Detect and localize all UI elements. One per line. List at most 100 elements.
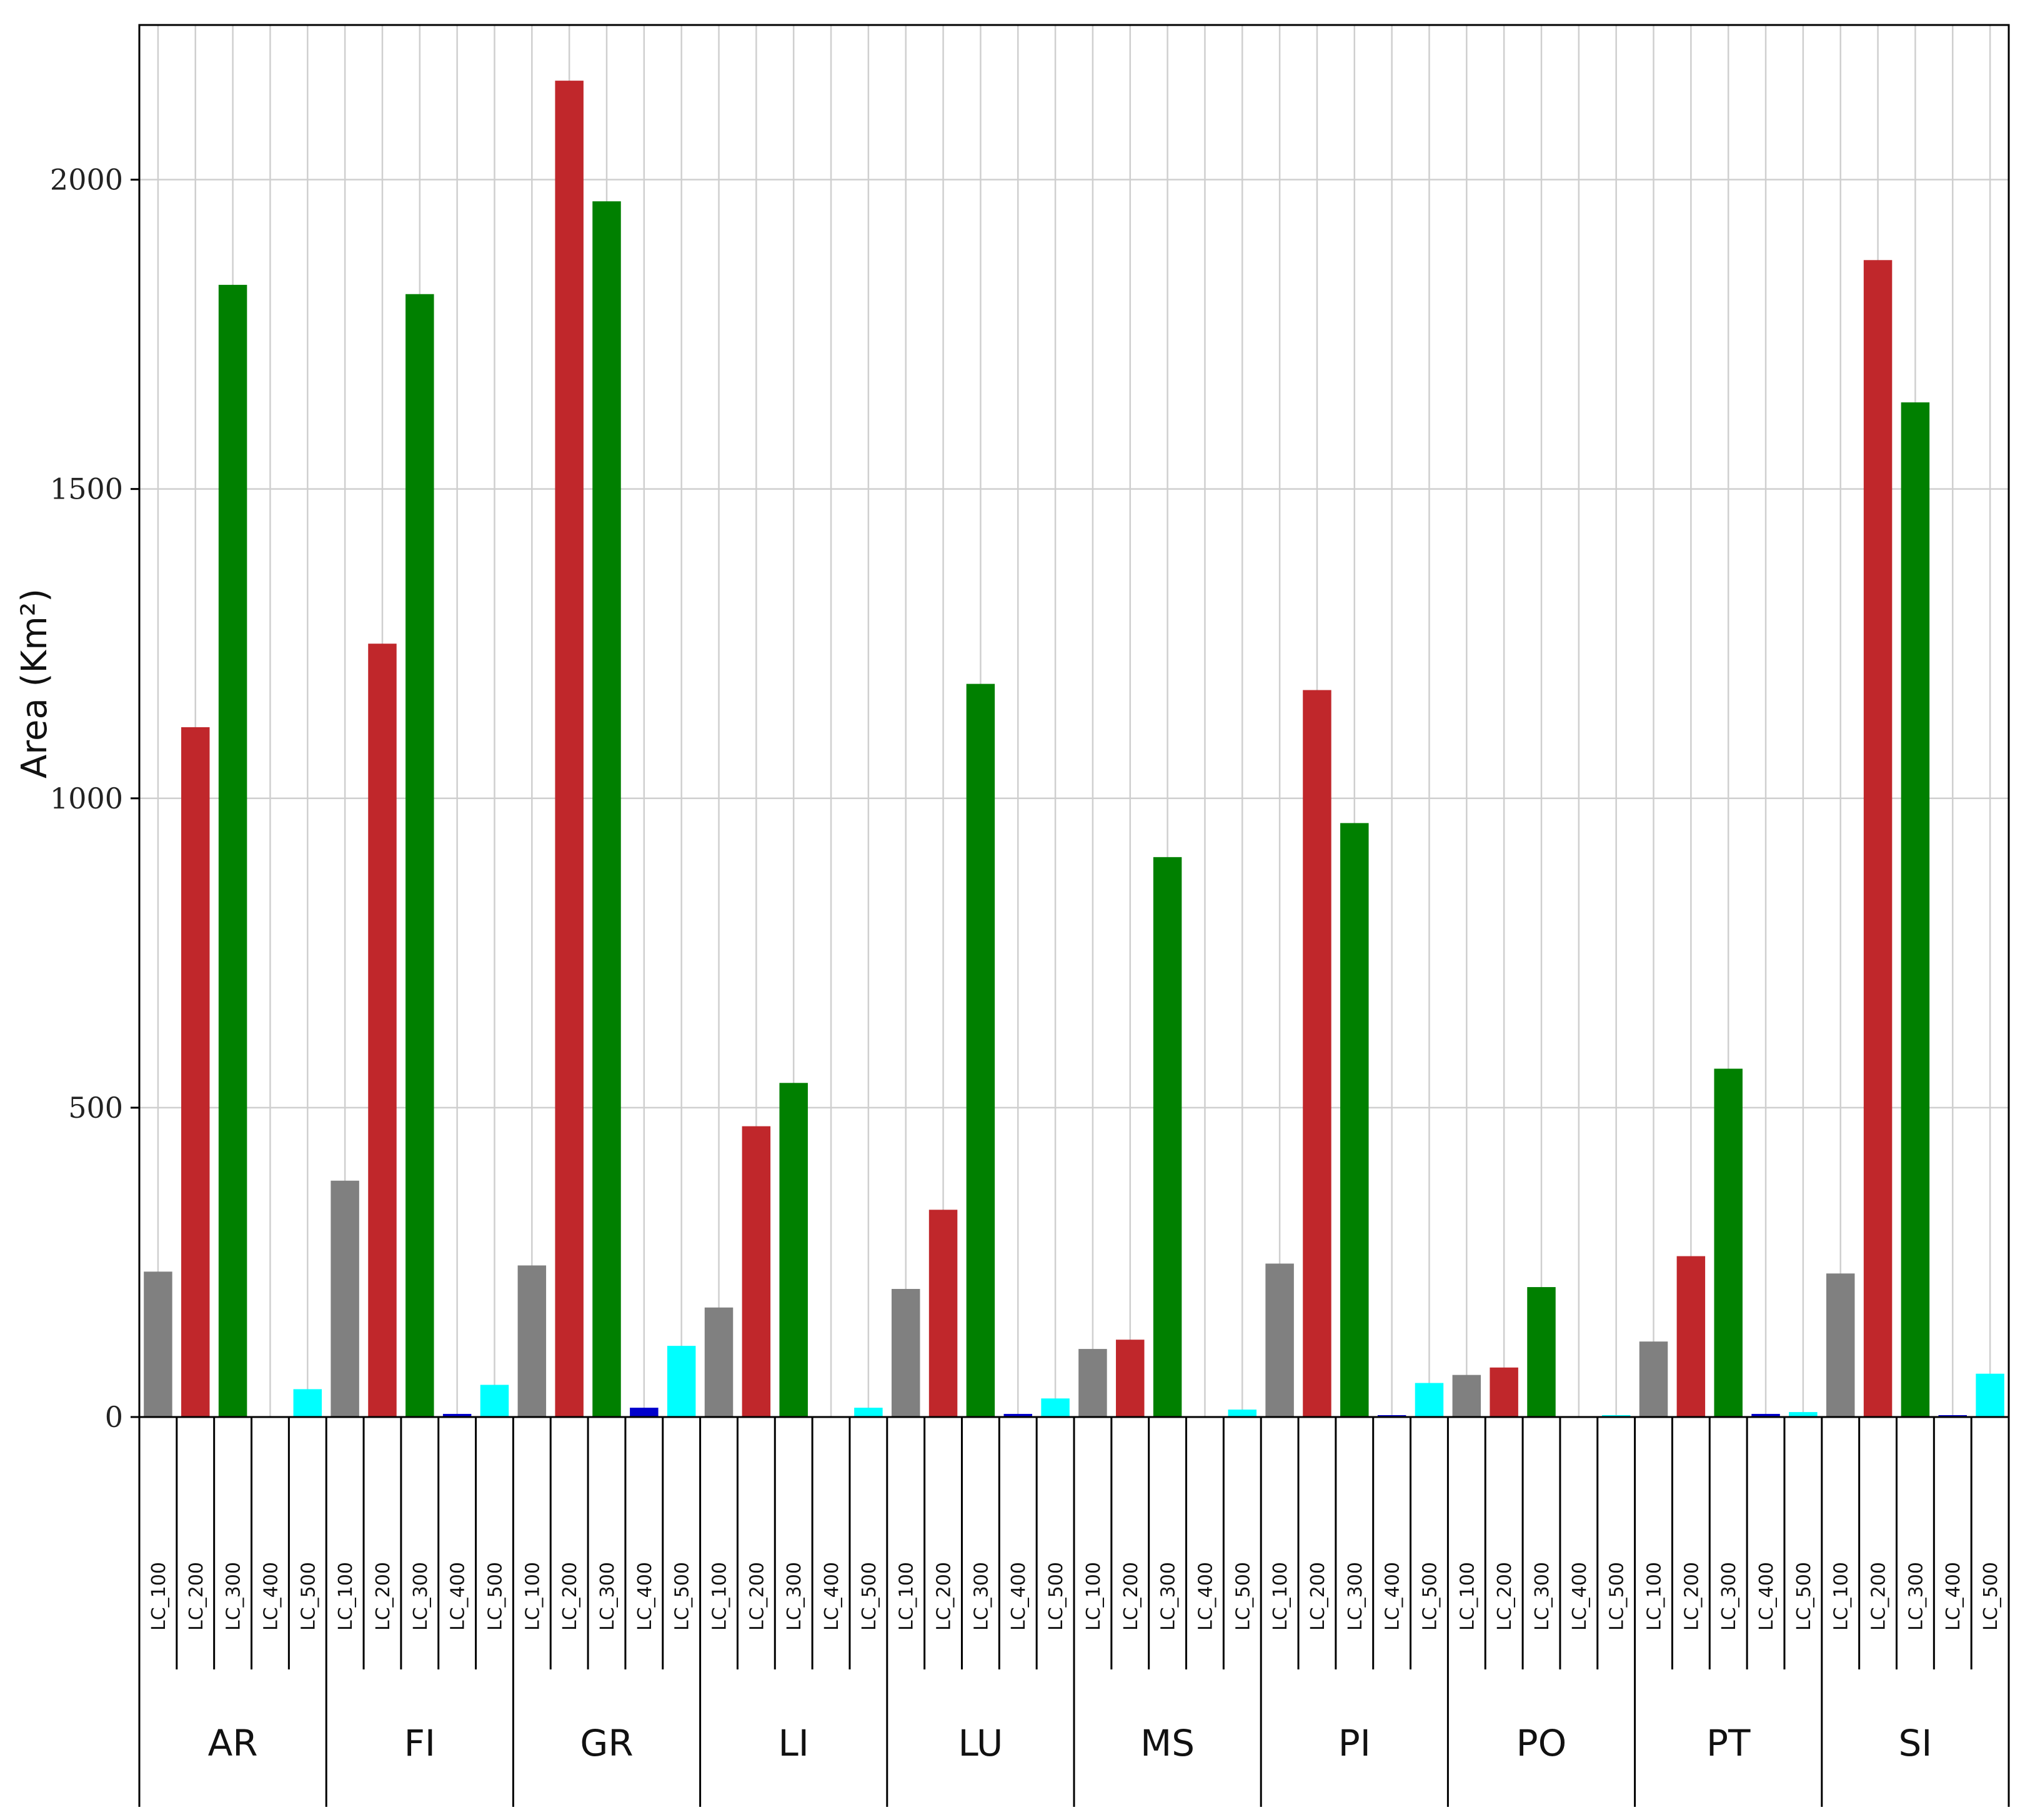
class-tick-label: LC_300 <box>1345 1562 1366 1631</box>
bar-lu-lc-300 <box>966 684 995 1417</box>
bar-po-lc-200 <box>1490 1367 1518 1417</box>
class-tick-label: LC_200 <box>1307 1562 1329 1631</box>
class-tick-label: LC_100 <box>335 1562 357 1631</box>
bar-ms-lc-100 <box>1078 1349 1107 1417</box>
group-label-li: LI <box>778 1722 808 1764</box>
bars <box>144 81 2004 1418</box>
group-label-lu: LU <box>958 1722 1003 1764</box>
class-tick-label: LC_200 <box>1681 1562 1703 1631</box>
class-tick-label: LC_500 <box>484 1562 506 1631</box>
bar-gr-lc-100 <box>517 1265 547 1417</box>
bar-li-lc-300 <box>779 1083 808 1417</box>
class-tick-label: LC_400 <box>1195 1562 1216 1631</box>
class-tick-label: LC_200 <box>559 1562 581 1631</box>
class-tick-label: LC_400 <box>1008 1562 1030 1631</box>
class-tick-label: LC_400 <box>260 1562 282 1631</box>
bar-lu-lc-400 <box>1003 1414 1032 1417</box>
class-tick-label: LC_500 <box>1232 1562 1254 1631</box>
class-tick-label: LC_400 <box>1756 1562 1778 1631</box>
bar-ms-lc-300 <box>1153 857 1182 1417</box>
bar-ar-lc-200 <box>181 727 210 1417</box>
bar-pi-lc-300 <box>1340 823 1369 1417</box>
class-tick-label: LC_100 <box>1083 1562 1105 1631</box>
class-tick-label: LC_100 <box>1644 1562 1666 1631</box>
class-tick-label: LC_200 <box>372 1562 394 1631</box>
class-tick-label: LC_100 <box>522 1562 544 1631</box>
bar-lu-lc-100 <box>891 1289 920 1417</box>
class-tick-label: LC_400 <box>447 1562 469 1631</box>
class-tick-label: LC_100 <box>896 1562 918 1631</box>
group-label-fi: FI <box>404 1722 435 1764</box>
class-tick-label: LC_500 <box>1793 1562 1815 1631</box>
bar-ar-lc-100 <box>144 1271 172 1417</box>
bar-lu-lc-500 <box>1041 1398 1070 1417</box>
group-label-pi: PI <box>1338 1722 1371 1764</box>
class-tick-label: LC_400 <box>634 1562 656 1631</box>
bar-gr-lc-500 <box>667 1346 696 1417</box>
class-tick-label: LC_300 <box>597 1562 619 1631</box>
bar-pi-lc-100 <box>1265 1263 1294 1417</box>
class-tick-label: LC_300 <box>1718 1562 1740 1631</box>
y-tick-label: 1000 <box>50 782 123 815</box>
class-tick-label: LC_100 <box>709 1562 731 1631</box>
class-tick-label: LC_500 <box>1045 1562 1067 1631</box>
bar-si-lc-500 <box>1976 1373 2004 1417</box>
group-label-si: SI <box>1898 1722 1932 1764</box>
group-label-po: PO <box>1516 1722 1567 1764</box>
bar-pt-lc-100 <box>1639 1341 1668 1417</box>
y-tick-label: 0 <box>105 1400 123 1434</box>
bar-li-lc-200 <box>742 1126 771 1417</box>
bar-pt-lc-300 <box>1714 1068 1743 1417</box>
bar-fi-lc-400 <box>442 1414 472 1417</box>
class-tick-label: LC_300 <box>1158 1562 1180 1631</box>
bar-fi-lc-300 <box>405 294 434 1417</box>
class-tick-label: LC_300 <box>970 1562 992 1631</box>
bar-ar-lc-500 <box>293 1389 322 1417</box>
class-tick-label: LC_100 <box>1270 1562 1291 1631</box>
bar-fi-lc-500 <box>480 1385 509 1417</box>
bar-ar-lc-300 <box>218 284 247 1418</box>
bar-po-lc-100 <box>1452 1375 1481 1417</box>
y-tick-label: 500 <box>68 1091 123 1125</box>
class-tick-label: LC_300 <box>410 1562 432 1631</box>
class-tick-label: LC_500 <box>672 1562 694 1631</box>
class-tick-label: LC_100 <box>1456 1562 1478 1631</box>
class-tick-label: LC_100 <box>148 1562 170 1631</box>
bar-fi-lc-100 <box>331 1180 359 1417</box>
class-tick-label: LC_200 <box>1494 1562 1516 1631</box>
y-axis: 0 500 1000 1500 2000 <box>50 163 139 1434</box>
class-tick-label: LC_200 <box>746 1562 768 1631</box>
y-tick-label: 2000 <box>50 163 123 197</box>
bar-si-lc-300 <box>1901 402 1930 1417</box>
group-label-pt: PT <box>1706 1722 1751 1764</box>
bar-pt-lc-400 <box>1751 1414 1780 1417</box>
bar-si-lc-100 <box>1826 1273 1855 1417</box>
class-tick-label: LC_500 <box>1980 1562 2002 1631</box>
bar-si-lc-200 <box>1863 260 1893 1418</box>
class-tick-label: LC_200 <box>1868 1562 1890 1631</box>
bar-li-lc-500 <box>854 1408 883 1417</box>
y-axis-label: Area (Km²) <box>14 589 55 778</box>
class-tick-label: LC_100 <box>1831 1562 1853 1631</box>
group-label-gr: GR <box>580 1722 633 1764</box>
bar-pt-lc-500 <box>1789 1412 1818 1417</box>
class-tick-label: LC_200 <box>1120 1562 1142 1631</box>
group-label-ms: MS <box>1140 1722 1195 1764</box>
class-tick-label: LC_500 <box>1419 1562 1441 1631</box>
class-tick-label: LC_500 <box>1606 1562 1628 1631</box>
class-tick-label: LC_500 <box>297 1562 319 1631</box>
class-tick-label: LC_400 <box>1943 1562 1964 1631</box>
bar-lu-lc-200 <box>928 1210 958 1417</box>
bar-fi-lc-200 <box>368 644 397 1417</box>
bar-gr-lc-200 <box>555 81 584 1417</box>
bar-po-lc-300 <box>1527 1287 1556 1417</box>
class-tick-label: LC_200 <box>933 1562 955 1631</box>
class-tick-label: LC_400 <box>1569 1562 1591 1631</box>
y-tick-label: 1500 <box>50 472 123 506</box>
class-tick-label: LC_500 <box>858 1562 880 1631</box>
class-tick-label: LC_300 <box>223 1562 245 1631</box>
class-tick-label: LC_400 <box>1382 1562 1404 1631</box>
bar-gr-lc-400 <box>630 1408 659 1417</box>
class-tick-label: LC_300 <box>1531 1562 1553 1631</box>
